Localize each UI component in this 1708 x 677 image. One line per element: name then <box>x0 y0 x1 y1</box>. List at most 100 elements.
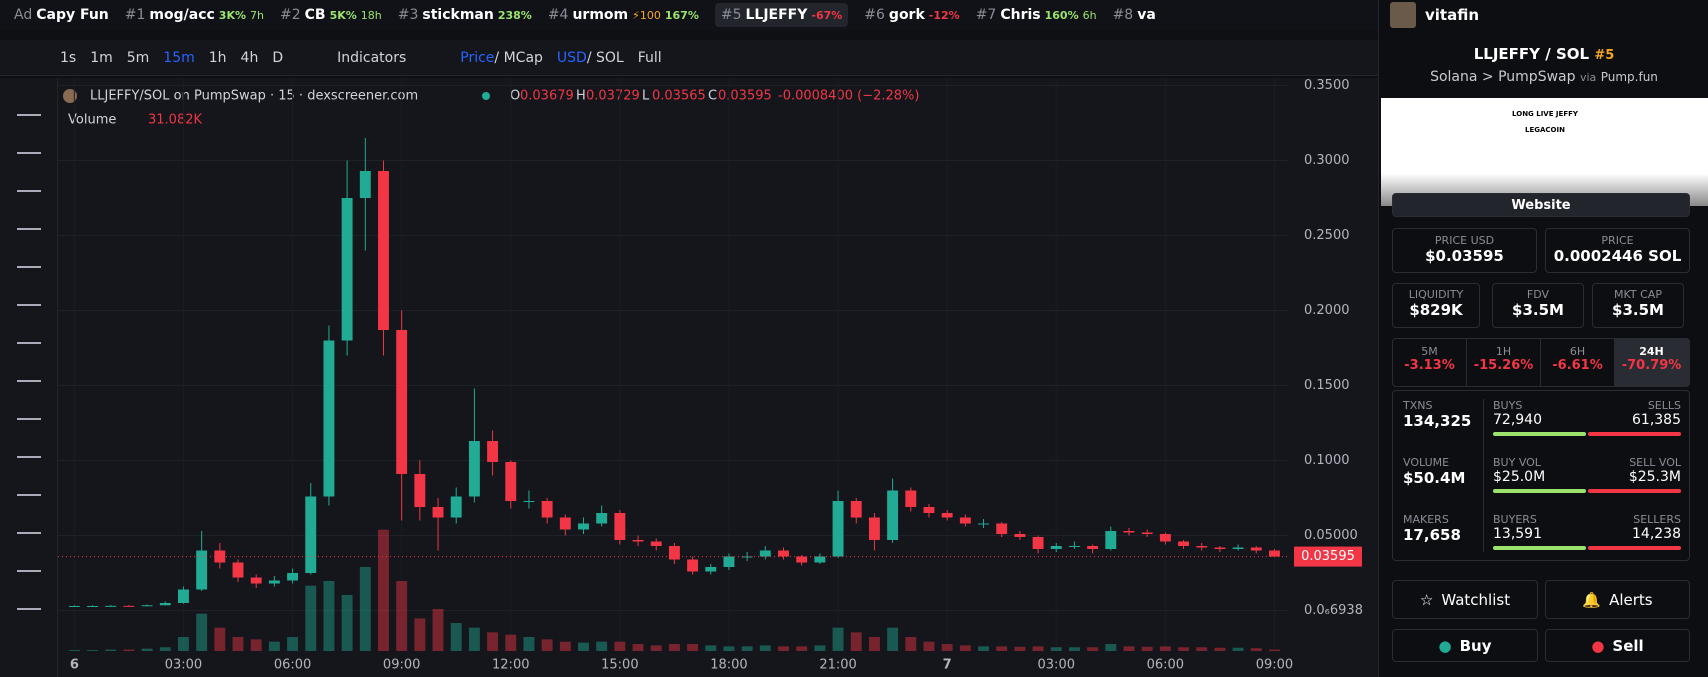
tool[interactable] <box>16 152 41 154</box>
tool[interactable] <box>16 228 41 230</box>
stat-card: MKT CAP $3.5M <box>1592 283 1684 328</box>
x-tick-label: 09:00 <box>383 658 420 673</box>
currency-toggle[interactable]: USD/ SOL <box>557 50 624 66</box>
y-tick-label: 0.2000 <box>1304 303 1350 318</box>
change-tab[interactable]: 24H -70.79% <box>1615 339 1689 386</box>
x-tick-label: 06:00 <box>1147 658 1184 673</box>
tool[interactable] <box>16 380 41 382</box>
volume-bar <box>541 639 553 651</box>
candle-body <box>196 550 208 590</box>
x-tick-label: 03:00 <box>165 658 202 673</box>
tool[interactable] <box>16 532 41 534</box>
price-native: PRICE 0.0002446 SOL <box>1545 228 1690 273</box>
dex[interactable]: PumpSwap <box>1498 69 1576 85</box>
ticker-item[interactable]: #7 Chris 160% 6h <box>976 7 1097 23</box>
tool[interactable] <box>16 114 41 116</box>
volume-bar <box>450 623 462 651</box>
tool[interactable] <box>16 608 41 610</box>
age: 6h <box>1082 9 1097 22</box>
ticker-bar: Ad Capy Fun #1 mog/acc 3K% 7h #2 CB 5K% 18h #3 sti… <box>0 0 1378 30</box>
x-tick-label: 18:00 <box>710 658 747 673</box>
volume-bar <box>1232 647 1244 651</box>
username[interactable]: vitafin <box>1425 6 1480 24</box>
y-tick-label: 0.2500 <box>1304 228 1350 243</box>
tool[interactable] <box>16 456 41 458</box>
name: mog/acc <box>149 7 215 23</box>
interval[interactable]: 4h <box>240 49 259 66</box>
tool[interactable] <box>16 494 41 496</box>
volume-bar <box>468 627 480 651</box>
change-tab[interactable]: 5M -3.13% <box>1393 339 1467 386</box>
tool[interactable] <box>16 342 41 344</box>
volume-bar <box>159 647 171 651</box>
candle-body <box>614 513 626 540</box>
interval[interactable]: 5m <box>126 49 150 66</box>
full[interactable]: Full <box>637 49 662 66</box>
candle-body <box>596 513 608 524</box>
candle-body <box>1032 537 1044 549</box>
value: $50.4M <box>1403 469 1466 487</box>
tool[interactable] <box>16 304 41 306</box>
interval[interactable]: 15m <box>163 49 195 66</box>
watchlist-button[interactable]: ☆ Watchlist <box>1392 580 1538 619</box>
volume-bar <box>1014 646 1026 651</box>
ticker-item[interactable]: #2 CB 5K% 18h <box>280 7 382 23</box>
name: Chris <box>1000 7 1041 23</box>
change-tab[interactable]: 6H -6.61% <box>1541 339 1615 386</box>
ticker-item[interactable]: #4 urmom ⚡100 167% <box>548 7 699 23</box>
candle-body <box>723 556 735 567</box>
volume-bar <box>1178 647 1189 651</box>
sell-button[interactable]: ● Sell <box>1545 629 1690 662</box>
age: 7h <box>250 9 264 22</box>
volume-bar <box>432 609 444 651</box>
candle-body <box>778 550 789 557</box>
ticker-item[interactable]: #8 va <box>1113 7 1156 23</box>
candle-body <box>1196 546 1208 548</box>
volume-bar <box>268 641 280 651</box>
ticker-item[interactable]: #3 stickman 238% <box>398 7 532 23</box>
name: LLJEFFY <box>745 7 808 23</box>
website-button[interactable]: Website <box>1392 193 1690 217</box>
tool[interactable] <box>16 570 41 572</box>
interval[interactable]: D <box>272 49 284 66</box>
tool[interactable] <box>16 418 41 420</box>
launchpad[interactable]: Pump.fun <box>1600 70 1658 84</box>
banner-line: LEGACOIN <box>1525 126 1565 134</box>
chart: LLJEFFY/SOL on PumpSwap · 15 · dexscreen… <box>58 78 1378 677</box>
label: LIQUIDITY <box>1408 288 1464 301</box>
indicators[interactable]: Indicators <box>337 49 407 66</box>
stat-card: FDV $3.5M <box>1492 283 1584 328</box>
rank: #8 <box>1112 7 1134 23</box>
rank: #4 <box>547 7 569 23</box>
ticker-item[interactable]: #5 LLJEFFY -67% <box>714 3 849 27</box>
candle-body <box>178 589 189 603</box>
chain[interactable]: Solana <box>1430 69 1478 85</box>
interval[interactable]: 1h <box>208 49 227 66</box>
ad[interactable]: Ad Capy Fun <box>14 7 109 23</box>
interval[interactable]: 1m <box>90 49 113 66</box>
change-tab[interactable]: 1H -15.26% <box>1467 339 1541 386</box>
price-tag-label: 0.03595 <box>1301 549 1355 564</box>
volume-bar <box>996 646 1008 651</box>
banner-line: LONG LIVE JEFFY <box>1512 110 1578 118</box>
ticker-item[interactable]: #1 mog/acc 3K% 7h <box>125 7 264 23</box>
labels: BUYERS SELLERS <box>1493 513 1681 526</box>
price-toggle[interactable]: Price/ MCap <box>460 50 543 66</box>
sell-bar <box>1588 489 1681 493</box>
legend-c: C <box>708 89 717 104</box>
buy-button[interactable]: ● Buy <box>1392 629 1538 662</box>
volume-bar <box>578 642 589 651</box>
alerts-button[interactable]: 🔔 Alerts <box>1545 580 1690 619</box>
ticker-item[interactable]: #6 gork -12% <box>864 7 959 23</box>
value: -15.26% <box>1473 358 1534 373</box>
tool[interactable] <box>16 190 41 192</box>
tool[interactable] <box>16 266 41 268</box>
interval[interactable]: 1s <box>60 49 77 66</box>
candle-body <box>578 523 589 530</box>
candle-body <box>359 171 371 198</box>
label: TXNS <box>1403 399 1433 412</box>
candle-body <box>323 340 335 497</box>
left-label: BUY VOL <box>1493 456 1541 469</box>
candle-body <box>668 546 680 560</box>
